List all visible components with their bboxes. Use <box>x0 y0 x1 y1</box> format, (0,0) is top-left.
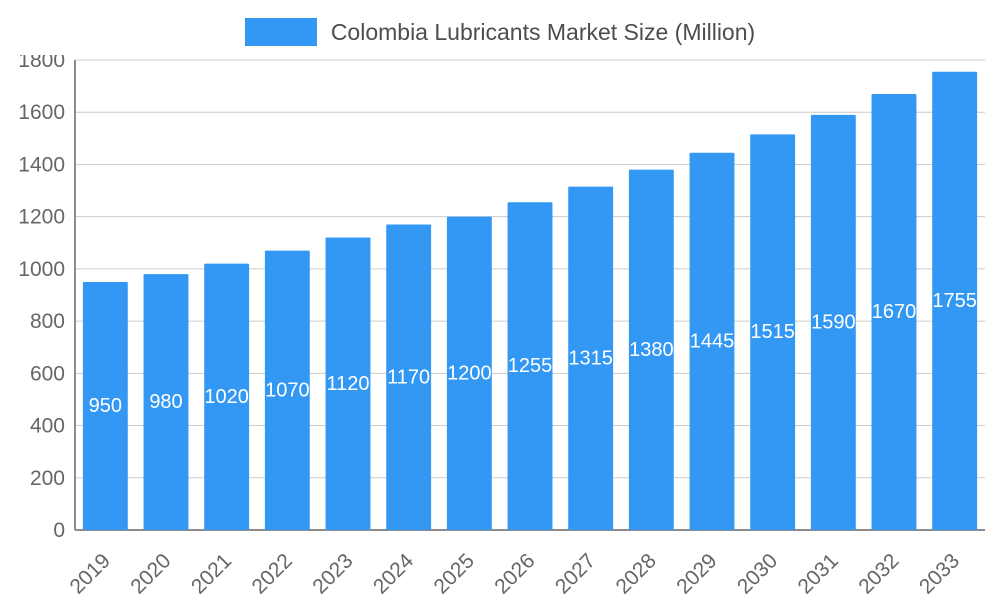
bar <box>446 216 492 530</box>
bar-value-label: 1445 <box>690 330 735 352</box>
y-tick-label: 400 <box>30 415 65 438</box>
bar-value-label: 1315 <box>568 347 613 369</box>
x-tick-label: 2028 <box>612 549 661 598</box>
bar-value-label: 1200 <box>447 362 492 384</box>
bar <box>264 250 310 530</box>
bar <box>386 224 432 530</box>
bar-value-label: 1755 <box>932 290 977 312</box>
bar-value-label: 1515 <box>750 321 795 343</box>
x-tick-label: 2026 <box>490 549 539 598</box>
bar <box>568 186 614 530</box>
bar-value-label: 1590 <box>811 311 856 333</box>
bar-value-label: 1120 <box>326 373 369 395</box>
bar <box>325 237 371 531</box>
y-tick-label: 1600 <box>18 101 65 124</box>
legend-swatch <box>244 18 317 46</box>
x-tick-label: 2023 <box>308 549 357 598</box>
bar-value-label: 1670 <box>872 301 917 323</box>
bar-value-label: 1070 <box>265 379 310 401</box>
bar <box>204 263 250 530</box>
x-tick-label: 2031 <box>794 549 843 598</box>
chart-plot-area: 0 200 400 600 800 1000 1200 1400 1600 1800 950 2019… <box>18 55 985 599</box>
x-tick-label: 2020 <box>126 549 175 598</box>
y-tick-label: 200 <box>30 467 65 490</box>
x-tick-label: 2033 <box>915 549 964 598</box>
bar-value-label: 980 <box>149 391 182 413</box>
x-tick-label: 2024 <box>369 549 419 599</box>
x-tick-label: 2019 <box>66 549 115 598</box>
bar-value-label: 1170 <box>387 366 430 388</box>
x-tick-label: 2029 <box>672 549 721 598</box>
y-tick-label: 1000 <box>18 258 65 281</box>
bar <box>143 274 189 530</box>
bar <box>628 169 674 530</box>
bar <box>507 202 553 531</box>
y-tick-label: 1200 <box>18 206 65 229</box>
x-tick-label: 2032 <box>854 549 903 598</box>
y-tick-label: 1400 <box>18 153 65 176</box>
chart-title: Colombia Lubricants Market Size (Million… <box>330 18 756 45</box>
y-tick-label: 600 <box>30 362 65 385</box>
bar <box>932 71 978 530</box>
bar <box>871 93 917 530</box>
bar <box>689 152 735 530</box>
bar <box>82 281 128 530</box>
x-tick-label: 2027 <box>551 549 600 598</box>
y-tick-label: 0 <box>53 519 65 542</box>
bar <box>810 114 856 531</box>
bar <box>750 134 796 530</box>
bar-value-label: 1020 <box>204 386 249 408</box>
x-tick-label: 2025 <box>430 549 479 598</box>
bar-value-label: 950 <box>89 395 122 417</box>
x-tick-label: 2030 <box>733 549 782 598</box>
y-tick-label: 1800 <box>18 55 65 72</box>
bar-value-label: 1255 <box>508 355 553 377</box>
x-tick-label: 2021 <box>187 549 236 598</box>
bar-value-label: 1380 <box>629 339 674 361</box>
chart-legend: Colombia Lubricants Market Size (Million… <box>0 14 1000 50</box>
y-tick-label: 800 <box>30 310 65 333</box>
x-tick-label: 2022 <box>248 549 297 598</box>
